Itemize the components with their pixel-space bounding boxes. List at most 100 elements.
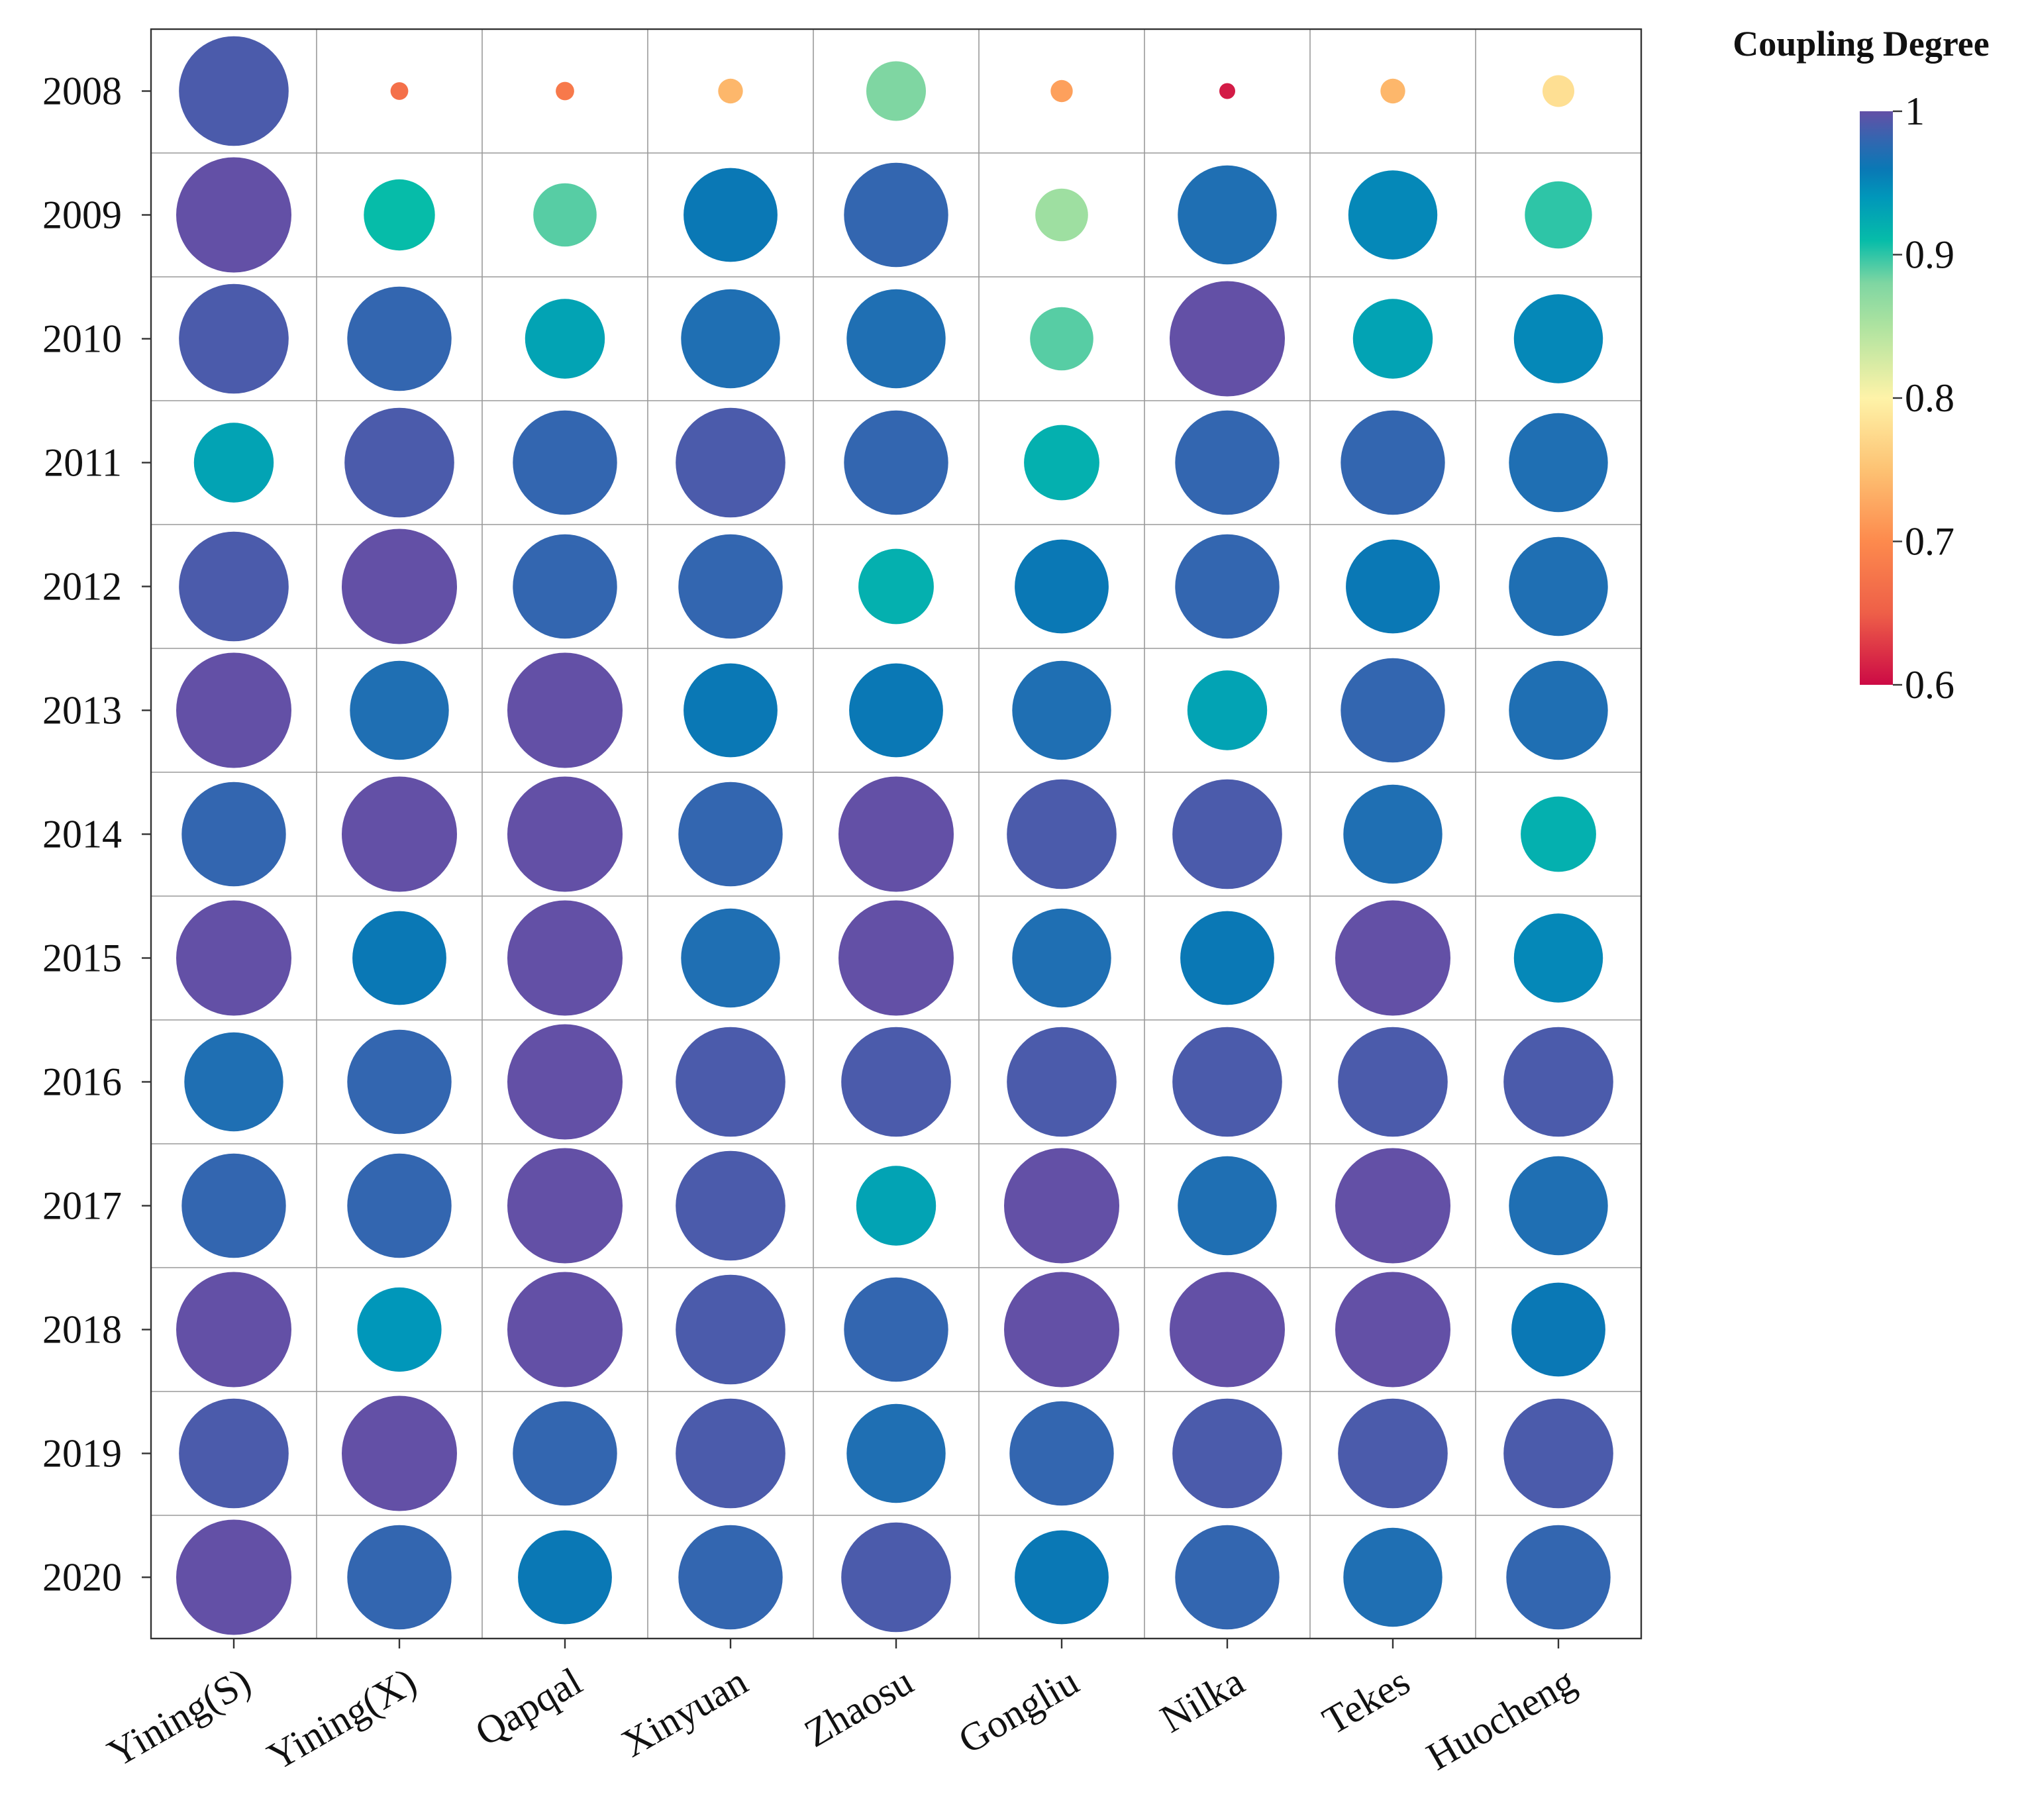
- bubble-yining-s-2020: [176, 1519, 291, 1635]
- bubble-huocheng-2019: [1503, 1398, 1613, 1509]
- bubble-yining-x-2008: [390, 82, 409, 100]
- colorbar-tick-label: 0.6: [1905, 663, 1954, 707]
- bubble-huocheng-2020: [1506, 1525, 1611, 1630]
- y-tick-label: 2012: [42, 565, 122, 609]
- bubble-yining-s-2019: [179, 1398, 289, 1509]
- bubble-tekes-2019: [1338, 1398, 1448, 1509]
- bubble-yining-s-2008: [179, 36, 289, 146]
- x-tick-label: Zhaosu: [797, 1659, 921, 1755]
- bubble-huocheng-2011: [1509, 413, 1608, 513]
- bubble-yining-x-2018: [357, 1287, 442, 1372]
- bubble-qapqal-2018: [507, 1272, 623, 1388]
- bubble-xinyuan-2011: [676, 407, 785, 518]
- bubble-xinyuan-2015: [681, 908, 780, 1008]
- y-tick-label: 2020: [42, 1556, 122, 1599]
- bubble-zhaosu-2008: [866, 61, 926, 121]
- bubble-huocheng-2010: [1513, 294, 1603, 383]
- bubble-nilka-2018: [1170, 1272, 1285, 1388]
- y-tick-label: 2018: [42, 1308, 122, 1352]
- colorbar-tick-label: 0.7: [1905, 520, 1954, 564]
- bubble-gongliu-2017: [1004, 1148, 1119, 1264]
- bubble-yining-x-2017: [347, 1153, 452, 1258]
- bubble-tekes-2017: [1335, 1148, 1450, 1264]
- y-tick-label: 2008: [42, 70, 122, 113]
- bubble-tekes-2016: [1338, 1027, 1448, 1137]
- x-tick-label: Yining(X): [260, 1659, 424, 1778]
- bubble-zhaosu-2017: [856, 1166, 937, 1246]
- bubble-qapqal-2014: [507, 776, 623, 892]
- bubble-qapqal-2013: [507, 652, 623, 768]
- y-tick-label: 2010: [42, 317, 122, 361]
- bubble-zhaosu-2018: [844, 1277, 948, 1382]
- bubble-nilka-2019: [1172, 1398, 1282, 1509]
- bubble-zhaosu-2013: [849, 663, 943, 758]
- bubble-xinyuan-2020: [678, 1525, 783, 1630]
- y-tick-label: 2009: [42, 193, 122, 237]
- bubble-qapqal-2008: [556, 81, 574, 101]
- bubble-nilka-2010: [1170, 281, 1285, 397]
- bubble-yining-s-2011: [193, 423, 274, 503]
- bubble-xinyuan-2018: [676, 1274, 785, 1385]
- bubble-yining-x-2009: [364, 179, 435, 251]
- bubble-nilka-2017: [1178, 1156, 1277, 1256]
- bubble-zhaosu-2016: [841, 1027, 951, 1137]
- bubble-yining-x-2019: [342, 1395, 457, 1511]
- bubble-xinyuan-2017: [676, 1150, 785, 1261]
- bubble-tekes-2013: [1341, 658, 1445, 763]
- bubble-yining-s-2010: [179, 283, 289, 394]
- bubble-nilka-2015: [1180, 911, 1274, 1005]
- bubble-tekes-2018: [1335, 1272, 1450, 1388]
- bubble-gongliu-2015: [1012, 908, 1111, 1008]
- bubble-gongliu-2014: [1007, 779, 1117, 889]
- bubble-huocheng-2016: [1503, 1027, 1613, 1137]
- bubble-huocheng-2008: [1543, 75, 1574, 107]
- bubble-yining-x-2012: [342, 529, 457, 644]
- bubble-yining-x-2020: [347, 1525, 452, 1630]
- bubble-huocheng-2013: [1509, 660, 1608, 760]
- bubble-huocheng-2009: [1525, 181, 1592, 249]
- bubble-gongliu-2011: [1024, 425, 1099, 501]
- bubble-xinyuan-2016: [676, 1027, 785, 1137]
- bubble-huocheng-2017: [1509, 1156, 1608, 1256]
- bubble-zhaosu-2011: [844, 410, 948, 515]
- bubble-xinyuan-2019: [676, 1398, 785, 1509]
- bubble-qapqal-2016: [507, 1024, 623, 1140]
- bubble-nilka-2013: [1187, 670, 1268, 750]
- bubble-xinyuan-2009: [684, 168, 778, 262]
- bubble-nilka-2012: [1175, 534, 1280, 639]
- bubble-gongliu-2010: [1030, 307, 1093, 371]
- bubble-zhaosu-2015: [838, 900, 954, 1016]
- bubble-zhaosu-2014: [838, 776, 954, 892]
- bubble-qapqal-2012: [513, 534, 617, 639]
- y-tick-label: 2011: [44, 441, 122, 485]
- y-axis: 2008 2009 2010 2011 2012 2013 2014 2015 2016 2017…: [42, 70, 151, 1599]
- bubble-gongliu-2008: [1050, 79, 1073, 103]
- colorbar-title: Coupling Degree: [1733, 24, 1990, 64]
- bubble-qapqal-2019: [513, 1401, 617, 1506]
- bubble-nilka-2009: [1178, 165, 1277, 265]
- bubble-yining-x-2011: [344, 407, 454, 518]
- bubble-zhaosu-2010: [846, 289, 946, 389]
- bubbles: [176, 36, 1613, 1635]
- bubble-huocheng-2012: [1509, 536, 1608, 636]
- bubble-qapqal-2011: [513, 410, 617, 515]
- bubble-tekes-2014: [1343, 784, 1443, 884]
- bubble-gongliu-2020: [1015, 1530, 1109, 1625]
- bubble-zhaosu-2019: [846, 1403, 946, 1503]
- bubble-qapqal-2017: [507, 1148, 623, 1264]
- bubble-yining-x-2014: [342, 776, 457, 892]
- bubble-xinyuan-2012: [678, 534, 783, 639]
- bubble-qapqal-2015: [507, 900, 623, 1016]
- bubble-qapqal-2020: [518, 1530, 612, 1625]
- bubble-nilka-2011: [1175, 410, 1280, 515]
- bubble-nilka-2014: [1172, 779, 1282, 889]
- bubble-zhaosu-2012: [858, 548, 934, 625]
- bubble-xinyuan-2014: [678, 782, 783, 887]
- bubble-gongliu-2013: [1012, 660, 1111, 760]
- y-tick-label: 2013: [42, 689, 122, 733]
- bubble-tekes-2011: [1341, 410, 1445, 515]
- grid-lines: [151, 29, 1641, 1639]
- x-tick-label: Xinyuan: [615, 1659, 755, 1765]
- bubble-xinyuan-2008: [718, 78, 743, 104]
